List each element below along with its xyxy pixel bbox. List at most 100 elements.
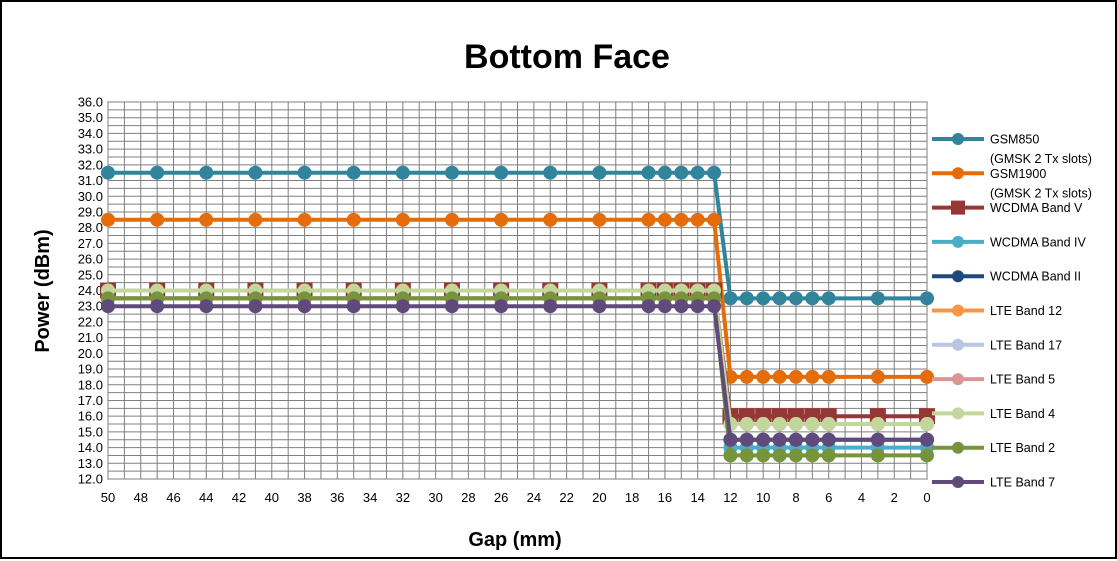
legend-item-1: GSM850 (GMSK 2 Tx slots)	[932, 133, 1092, 166]
data-point	[739, 448, 754, 463]
y-tick-label: 33.0	[78, 142, 103, 157]
data-point	[920, 417, 934, 432]
series-2	[101, 212, 934, 384]
data-point	[494, 165, 509, 180]
data-point	[657, 165, 672, 180]
legend-item-5: WCDMA Band II	[932, 270, 1081, 284]
x-tick-label: 44	[199, 490, 213, 505]
legend-label: LTE Band 12	[990, 304, 1062, 318]
legend-item-3: WCDMA Band V	[932, 200, 1083, 215]
legend-swatch-marker	[952, 373, 964, 386]
data-point	[920, 291, 934, 306]
y-tick-label: 22.0	[78, 314, 103, 329]
y-tick-label: 25.0	[78, 267, 103, 282]
y-tick-label: 27.0	[78, 236, 103, 251]
x-tick-label: 8	[792, 490, 799, 505]
x-tick-label: 30	[428, 490, 442, 505]
y-tick-label: 21.0	[78, 330, 103, 345]
x-tick-label: 34	[363, 490, 377, 505]
data-point	[707, 299, 722, 314]
data-point	[805, 291, 820, 306]
data-point	[150, 212, 165, 227]
legend-label: LTE Band 17	[990, 338, 1062, 352]
x-axis-title: Gap (mm)	[468, 529, 561, 551]
legend-swatch-marker	[952, 476, 964, 488]
y-tick-label: 19.0	[78, 362, 103, 377]
y-axis-ticks: 12.013.014.015.016.017.018.019.020.021.0…	[78, 95, 103, 487]
data-point	[772, 291, 787, 306]
x-tick-label: 48	[134, 490, 148, 505]
y-tick-label: 14.0	[78, 440, 103, 455]
x-tick-label: 38	[297, 490, 311, 505]
series-1	[101, 165, 934, 306]
data-point	[592, 212, 607, 227]
data-point	[248, 212, 263, 227]
y-tick-label: 35.0	[78, 110, 103, 125]
y-tick-label: 31.0	[78, 173, 103, 188]
data-point	[772, 448, 787, 463]
data-point	[821, 448, 836, 463]
x-tick-label: 12	[723, 490, 737, 505]
data-point	[543, 299, 558, 314]
y-tick-label: 15.0	[78, 424, 103, 439]
y-tick-label: 34.0	[78, 126, 103, 141]
y-tick-label: 29.0	[78, 204, 103, 219]
data-point	[788, 417, 803, 432]
data-point	[543, 165, 558, 180]
data-point	[772, 369, 787, 384]
data-point	[395, 212, 410, 227]
data-point	[150, 299, 165, 314]
data-point	[674, 212, 689, 227]
x-tick-label: 28	[461, 490, 475, 505]
data-point	[395, 165, 410, 180]
legend-label-line2: (GMSK 2 Tx slots)	[990, 186, 1092, 200]
legend-label: WCDMA Band II	[990, 270, 1081, 284]
data-point	[756, 291, 771, 306]
legend-label: GSM1900	[990, 167, 1046, 181]
legend-label: WCDMA Band V	[990, 201, 1083, 215]
y-tick-label: 16.0	[78, 409, 103, 424]
data-point	[920, 432, 934, 447]
data-point	[756, 432, 771, 447]
data-point	[674, 165, 689, 180]
x-tick-label: 46	[166, 490, 180, 505]
x-tick-label: 40	[265, 490, 279, 505]
x-tick-label: 4	[858, 490, 865, 505]
x-tick-label: 0	[923, 490, 930, 505]
data-point	[543, 212, 558, 227]
x-tick-label: 2	[891, 490, 898, 505]
x-tick-label: 18	[625, 490, 639, 505]
data-point	[805, 369, 820, 384]
x-tick-label: 32	[396, 490, 410, 505]
data-point	[870, 369, 885, 384]
data-point	[739, 291, 754, 306]
data-point	[788, 369, 803, 384]
data-point	[444, 212, 459, 227]
data-point	[739, 432, 754, 447]
data-point	[756, 448, 771, 463]
data-point	[641, 212, 656, 227]
data-point	[870, 432, 885, 447]
legend: GSM850(GMSK 2 Tx slots)GSM1900 (GMSK 2 Tx…	[932, 133, 1092, 490]
data-point	[920, 448, 934, 463]
chart-title: Bottom Face	[464, 38, 670, 76]
legend-swatch-marker	[952, 304, 964, 317]
data-point	[707, 212, 722, 227]
y-tick-label: 36.0	[78, 95, 103, 110]
data-point	[199, 299, 214, 314]
data-point	[297, 299, 312, 314]
data-point	[870, 291, 885, 306]
data-point	[739, 369, 754, 384]
legend-item-2: GSM1900 (GMSK 2 Tx slots)	[932, 167, 1092, 200]
legend-item-4: WCDMA Band IV	[932, 235, 1087, 249]
legend-swatch-marker	[952, 167, 964, 180]
legend-item-7: LTE Band 17	[932, 338, 1062, 352]
data-point	[248, 299, 263, 314]
data-point	[592, 299, 607, 314]
legend-label: LTE Band 2	[990, 441, 1055, 455]
x-tick-label: 16	[658, 490, 672, 505]
legend-label: LTE Band 5	[990, 373, 1055, 387]
data-point	[150, 165, 165, 180]
data-point	[641, 299, 656, 314]
